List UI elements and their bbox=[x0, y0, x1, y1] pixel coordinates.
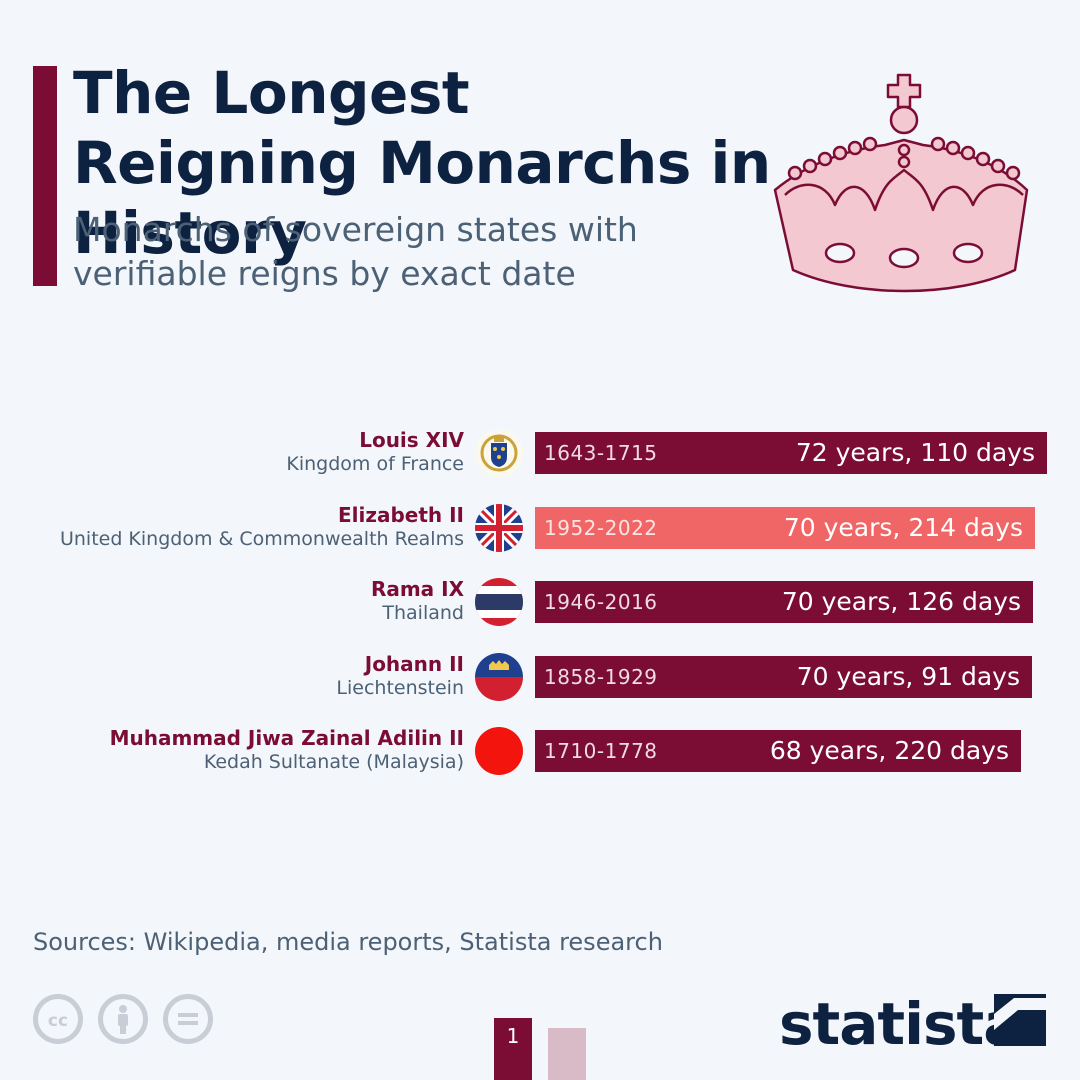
reign-period-label: 1952-2022 bbox=[544, 515, 658, 540]
reign-duration-label: 70 years, 214 days bbox=[783, 512, 1023, 542]
bar: 1952-2022 70 years, 214 days bbox=[535, 506, 1035, 549]
monarch-name: Elizabeth II bbox=[337, 502, 464, 527]
chart-title: The Longest Reigning Monarchs in History bbox=[73, 59, 771, 267]
bar: 1643-1715 72 years, 110 days bbox=[535, 432, 1047, 474]
svg-text:cc: cc bbox=[48, 1011, 68, 1031]
thailand-flag-icon bbox=[475, 578, 523, 626]
monarch-region: Kingdom of France bbox=[286, 453, 464, 475]
table-row: Louis XIV Kingdom of France 1643-1715 72 ye… bbox=[0, 426, 1080, 486]
monarch-label: Elizabeth II United Kingdom & Commonwealt… bbox=[60, 503, 464, 551]
monarch-region: Kedah Sultanate (Malaysia) bbox=[203, 751, 464, 773]
table-row: Muhammad Jiwa Zainal Adilin II Kedah Sult… bbox=[0, 724, 1080, 784]
monarch-name: Johann II bbox=[364, 651, 464, 676]
reign-duration-label: 68 years, 220 days bbox=[769, 736, 1009, 765]
table-row: Rama IX Thailand 1946-2016 70 years, 126 da… bbox=[0, 575, 1080, 635]
bar: 1710-1778 68 years, 220 days bbox=[535, 730, 1021, 772]
monarch-label: Rama IX Thailand bbox=[371, 577, 464, 625]
reign-duration-label: 72 years, 110 days bbox=[795, 438, 1035, 467]
bar: 1946-2016 70 years, 126 days bbox=[535, 581, 1033, 623]
bar-chart: Louis XIV Kingdom of France 1643-1715 72 ye… bbox=[0, 420, 1080, 800]
reign-period-label: 1710-1778 bbox=[544, 739, 658, 763]
monarch-label: Johann II Liechtenstein bbox=[336, 652, 464, 700]
crown-icon bbox=[773, 73, 1029, 293]
reign-duration-label: 70 years, 91 days bbox=[796, 661, 1020, 691]
reign-period-label: 1946-2016 bbox=[544, 590, 658, 614]
monarch-region: United Kingdom & Commonwealth Realms bbox=[59, 527, 464, 550]
statista-logo-icon[interactable] bbox=[994, 994, 1046, 1046]
chart-subtitle: Monarchs of sovereign states with verifi… bbox=[73, 210, 638, 293]
page-tab-2[interactable] bbox=[548, 1028, 586, 1080]
monarch-name: Muhammad Jiwa Zainal Adilin II bbox=[109, 726, 464, 750]
monarch-region: Thailand bbox=[382, 602, 464, 624]
no-derivatives-icon[interactable] bbox=[163, 994, 213, 1044]
monarch-label: Louis XIV Kingdom of France bbox=[286, 428, 464, 476]
cc-icon[interactable]: cc bbox=[33, 994, 83, 1044]
table-row: Elizabeth II United Kingdom & Commonwealt… bbox=[0, 501, 1080, 561]
uk-flag-icon bbox=[475, 503, 523, 552]
bar: 1858-1929 70 years, 91 days bbox=[535, 655, 1032, 698]
reign-duration-label: 70 years, 126 days bbox=[781, 587, 1021, 616]
kedah-flag-icon bbox=[475, 727, 523, 775]
monarch-region: Liechtenstein bbox=[336, 676, 464, 699]
title-accent-bar bbox=[33, 66, 57, 286]
monarch-name: Rama IX bbox=[370, 577, 464, 601]
monarch-label: Muhammad Jiwa Zainal Adilin II Kedah Sult… bbox=[110, 726, 464, 774]
table-row: Johann II Liechtenstein 1858-1929 70 years,… bbox=[0, 650, 1080, 710]
sources-note: Sources: Wikipedia, media reports, Stati… bbox=[33, 928, 663, 956]
liechtenstein-flag-icon bbox=[475, 652, 523, 701]
attribution-icon[interactable] bbox=[98, 994, 148, 1044]
page-tab-1[interactable]: 1 bbox=[494, 1018, 532, 1080]
france-royal-arms-icon bbox=[475, 429, 523, 477]
monarch-name: Louis XIV bbox=[359, 428, 464, 452]
statista-logo-text[interactable]: statista bbox=[779, 990, 1022, 1058]
reign-period-label: 1643-1715 bbox=[544, 441, 658, 465]
reign-period-label: 1858-1929 bbox=[544, 664, 658, 689]
